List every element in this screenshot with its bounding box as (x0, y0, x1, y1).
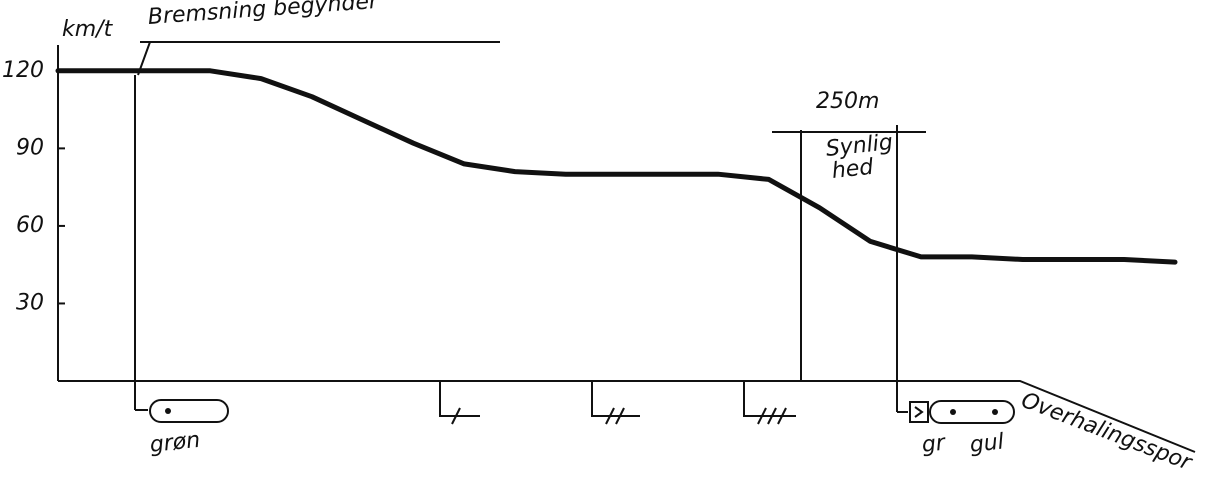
y-tick-label: 60 (16, 213, 44, 238)
marker (591, 381, 640, 417)
annotation: gr (921, 430, 948, 457)
y-axis-label: km/t (62, 17, 114, 42)
signal (929, 400, 1015, 424)
annotation: grøn (149, 428, 202, 458)
annotation: hed (831, 155, 876, 184)
signal-box (909, 401, 929, 423)
signal (149, 399, 229, 423)
signal-lamp (992, 409, 998, 415)
signal-lamp (165, 408, 171, 414)
marker (777, 407, 787, 425)
marker (615, 407, 625, 425)
y-tick-label: 120 (2, 58, 44, 83)
annotation: Bremsning begynder (147, 0, 381, 30)
signal-lamp (950, 409, 956, 415)
speed-line (55, 68, 1178, 265)
annotation: Overhalingsspor (1018, 388, 1197, 476)
marker (743, 381, 796, 417)
y-tick-label: 30 (16, 290, 44, 315)
x-axis (58, 380, 1196, 453)
marker (439, 381, 480, 417)
annotation: gul (969, 430, 1005, 458)
marker (757, 407, 767, 425)
annotation: 250m (816, 89, 879, 114)
signal-arrow (914, 406, 924, 418)
marker (605, 407, 615, 425)
marker (767, 407, 777, 425)
marker (451, 407, 461, 425)
y-tick-label: 90 (16, 135, 44, 160)
